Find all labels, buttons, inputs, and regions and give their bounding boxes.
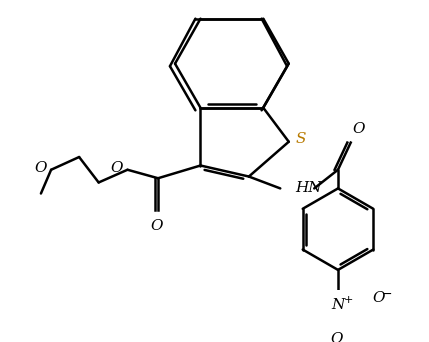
Text: +: +	[344, 294, 353, 304]
Text: O: O	[34, 161, 47, 175]
Text: O: O	[372, 291, 384, 305]
Text: N: N	[331, 298, 344, 312]
Text: HN: HN	[296, 181, 322, 195]
Text: O: O	[330, 332, 342, 342]
Text: O: O	[110, 161, 122, 175]
Text: O: O	[150, 219, 163, 233]
Text: S: S	[296, 132, 306, 146]
Text: −: −	[381, 288, 392, 301]
Text: O: O	[352, 122, 365, 136]
